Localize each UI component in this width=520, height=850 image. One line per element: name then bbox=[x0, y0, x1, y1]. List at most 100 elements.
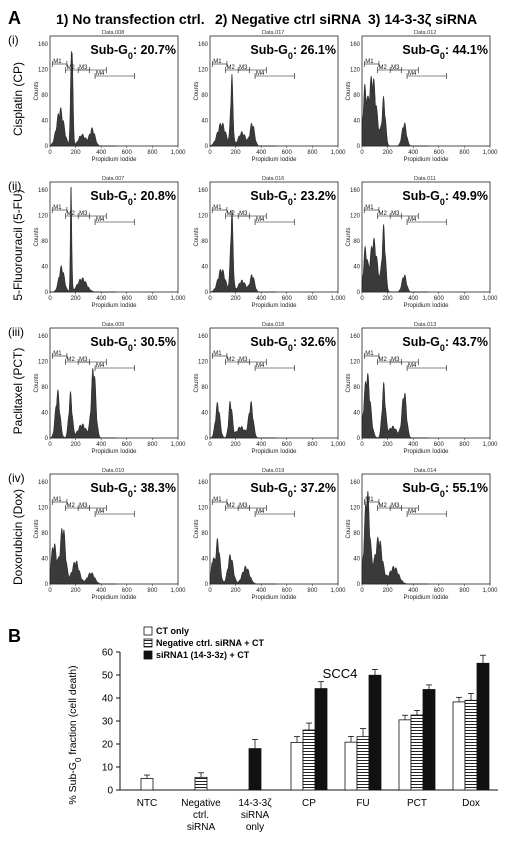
y-tick-label: 120 bbox=[198, 360, 209, 366]
flow-histogram: Data.012 M1 M2 M3 M4 0 200 400 600 800 1,000 0 40 80 1… bbox=[346, 30, 498, 163]
y-tick-label: 120 bbox=[38, 68, 49, 74]
x-axis-label: Propidium Iodide bbox=[251, 595, 297, 601]
y-tick-label: 80 bbox=[353, 385, 360, 391]
x-tick-label: 400 bbox=[256, 588, 267, 594]
data-id-label: Data.013 bbox=[414, 322, 436, 328]
sub-g0-value: Sub-G0: 23.2% bbox=[250, 189, 336, 207]
y-tick-label: 0 bbox=[45, 436, 49, 442]
bar bbox=[194, 776, 208, 791]
x-axis-label: Propidium Iodide bbox=[403, 595, 449, 601]
x-tick-label: 400 bbox=[96, 442, 107, 448]
gate-label: M4 bbox=[96, 363, 105, 369]
category-label: CP bbox=[302, 798, 316, 809]
gate-label: M3 bbox=[391, 357, 400, 363]
data-id-label: Data.007 bbox=[102, 176, 124, 182]
x-tick-label: 400 bbox=[96, 588, 107, 594]
bar bbox=[344, 741, 358, 791]
gate-label: M3 bbox=[79, 357, 88, 363]
x-tick-label: 200 bbox=[71, 588, 82, 594]
data-id-label: Data.010 bbox=[102, 468, 124, 474]
x-tick-label: 400 bbox=[256, 150, 267, 156]
legend-label: Negative ctrl. siRNA + CT bbox=[156, 638, 264, 648]
y-tick-label: 0 bbox=[45, 290, 49, 296]
y-tick-label: 120 bbox=[38, 214, 49, 220]
x-tick-label: 800 bbox=[459, 150, 470, 156]
x-tick-label: 0 bbox=[208, 588, 212, 594]
bar bbox=[248, 748, 262, 791]
x-tick-label: 1,000 bbox=[482, 442, 498, 448]
gate-label: M4 bbox=[408, 217, 417, 223]
category-label: 14-3-3ζ siRNA only bbox=[238, 798, 272, 833]
histogram-area bbox=[361, 372, 429, 439]
y-tick-label: 0 bbox=[205, 290, 209, 296]
x-tick-label: 1,000 bbox=[330, 588, 346, 594]
x-tick-label: 600 bbox=[434, 150, 445, 156]
category-label: Dox bbox=[462, 798, 480, 809]
gate-label: M3 bbox=[391, 503, 400, 509]
y-axis-label: % Sub-G0 fraction (cell death) bbox=[67, 665, 83, 804]
x-tick-label: 200 bbox=[383, 442, 394, 448]
x-tick-label: 800 bbox=[147, 442, 158, 448]
y-tick-label: 50 bbox=[102, 671, 114, 682]
gate-label: M2 bbox=[66, 65, 75, 71]
category-label: NTC bbox=[137, 798, 158, 809]
data-id-label: Data.017 bbox=[262, 30, 284, 36]
y-tick-label: 80 bbox=[41, 93, 48, 99]
x-tick-label: 800 bbox=[307, 588, 318, 594]
gate-label: M1 bbox=[53, 351, 62, 357]
histogram-area bbox=[209, 400, 277, 439]
gate-label: M4 bbox=[256, 363, 265, 369]
gate-label: M1 bbox=[53, 497, 62, 503]
y-tick-label: 0 bbox=[357, 582, 361, 588]
y-axis-label: Counts bbox=[34, 227, 40, 246]
x-axis-label: Propidium Iodide bbox=[91, 595, 137, 601]
y-axis-label: Counts bbox=[194, 227, 200, 246]
gate-label: M2 bbox=[66, 357, 75, 363]
bar bbox=[290, 741, 304, 791]
y-tick-label: 40 bbox=[41, 119, 48, 125]
bar bbox=[368, 674, 382, 791]
gate-label: M1 bbox=[213, 497, 222, 503]
x-axis-label: Propidium Iodide bbox=[91, 303, 137, 309]
category-label: Negative ctrl. siRNA bbox=[181, 798, 221, 833]
x-tick-label: 0 bbox=[360, 442, 364, 448]
gate-label: M4 bbox=[256, 509, 265, 515]
gate-label: M1 bbox=[53, 205, 62, 211]
y-tick-label: 0 bbox=[205, 436, 209, 442]
x-axis-label: Propidium Iodide bbox=[251, 449, 297, 455]
y-axis-label: Counts bbox=[194, 373, 200, 392]
y-tick-label: 80 bbox=[201, 239, 208, 245]
x-tick-label: 400 bbox=[408, 442, 419, 448]
x-tick-label: 1,000 bbox=[330, 442, 346, 448]
legend-swatch bbox=[143, 626, 153, 636]
flow-histogram: Data.014 M1 M2 M3 M4 0 200 400 600 800 1,000 0 40 80 1… bbox=[346, 468, 498, 601]
y-tick-label: 120 bbox=[38, 506, 49, 512]
x-tick-label: 800 bbox=[307, 296, 318, 302]
x-axis-label: Propidium Iodide bbox=[251, 157, 297, 163]
histogram-area bbox=[361, 491, 429, 585]
histogram-area bbox=[49, 527, 117, 585]
x-tick-label: 0 bbox=[360, 296, 364, 302]
flow-histogram: Data.018 M1 M2 M3 M4 0 200 400 600 800 1,000 0 40 80 1… bbox=[194, 322, 346, 455]
chart-title: SCC4 bbox=[323, 666, 358, 681]
gate-label: M4 bbox=[408, 71, 417, 77]
y-axis-label: Counts bbox=[194, 81, 200, 100]
sub-g0-value: Sub-G0: 26.1% bbox=[250, 43, 336, 61]
category-label: PCT bbox=[407, 798, 427, 809]
gate-label: M3 bbox=[79, 65, 88, 71]
flow-histogram: Data.016 M1 M2 M3 M4 0 200 400 600 800 1,000 0 40 80 1… bbox=[194, 176, 346, 309]
y-tick-label: 120 bbox=[198, 506, 209, 512]
y-tick-label: 0 bbox=[45, 582, 49, 588]
row-label: Doxorubicin (Dox) bbox=[11, 489, 25, 585]
y-tick-label: 120 bbox=[198, 68, 209, 74]
gate-label: M3 bbox=[239, 503, 248, 509]
sub-g0-value: Sub-G0: 30.5% bbox=[90, 335, 176, 353]
data-id-label: Data.009 bbox=[102, 322, 124, 328]
x-tick-label: 400 bbox=[256, 442, 267, 448]
bar bbox=[410, 714, 424, 791]
x-tick-label: 1,000 bbox=[170, 150, 186, 156]
bar-chart: B SCC4 0 10 20 30 40 50 60 % Sub-G0 fraction (cel… bbox=[8, 626, 498, 833]
x-tick-label: 200 bbox=[71, 150, 82, 156]
bar bbox=[476, 662, 490, 791]
gate-label: M1 bbox=[365, 205, 374, 211]
